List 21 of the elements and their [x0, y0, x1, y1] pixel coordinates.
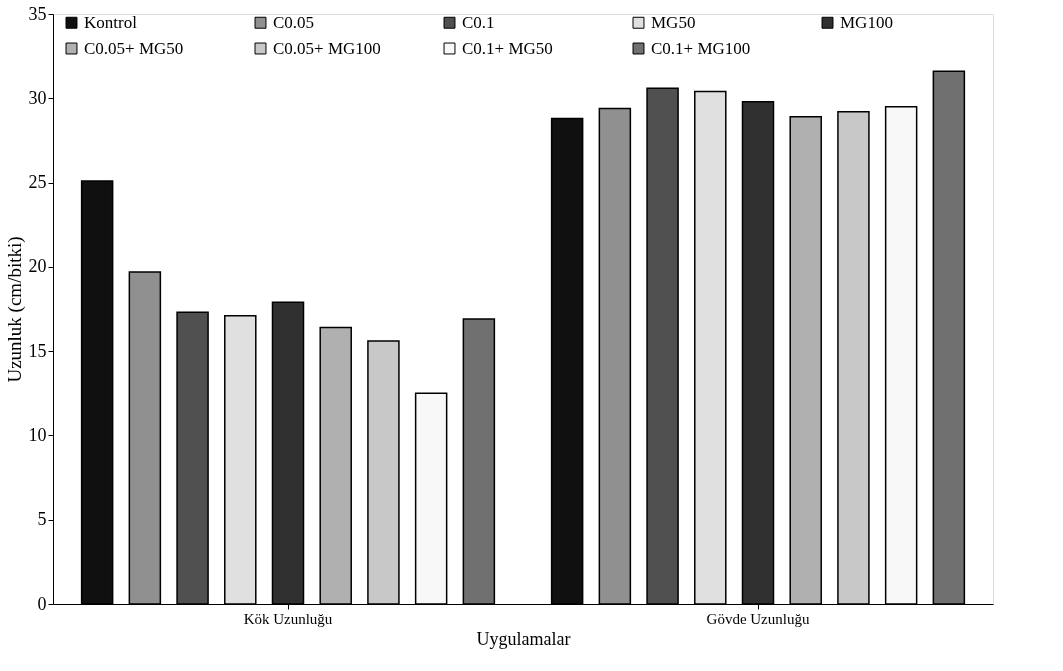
legend-label: Kontrol [84, 12, 138, 32]
y-tick-label: 20 [28, 256, 47, 277]
legend-label: C0.1+ MG100 [651, 38, 751, 58]
x-axis-title: Uygulamalar [476, 628, 571, 649]
legend-label: C0.05+ MG100 [273, 38, 381, 58]
legend-label: C0.05+ MG50 [84, 38, 184, 58]
y-tick-label: 15 [28, 340, 47, 361]
legend-label: C0.05 [273, 12, 315, 32]
y-tick-label: 30 [28, 87, 47, 108]
legend-label: C0.1+ MG50 [462, 38, 553, 58]
x-tick-label: Kök Uzunluğu [243, 610, 333, 627]
y-tick-label: 5 [37, 509, 47, 530]
legend-label: C0.1 [462, 12, 495, 32]
legend-label: MG50 [651, 12, 696, 32]
y-axis-title: Uzunluk (cm/bitki) [3, 236, 26, 383]
y-tick-label: 10 [28, 424, 47, 445]
y-tick-label: 0 [37, 593, 47, 614]
legend-label: MG100 [840, 12, 893, 32]
y-tick-label: 25 [28, 172, 47, 193]
y-tick-label: 35 [28, 3, 47, 24]
x-tick-label: Gövde Uzunluğu [706, 610, 810, 627]
